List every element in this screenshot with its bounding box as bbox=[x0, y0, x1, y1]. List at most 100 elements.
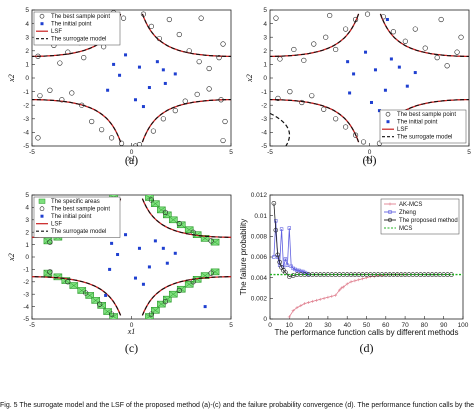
legend-label: The initial point bbox=[397, 120, 438, 126]
panel-label: (a) bbox=[125, 153, 138, 167]
legend-key-best bbox=[39, 13, 45, 19]
surrogate-curve bbox=[32, 99, 122, 143]
data-point bbox=[293, 267, 297, 272]
initial-point bbox=[137, 246, 141, 250]
data-point bbox=[295, 268, 299, 273]
data-point bbox=[337, 288, 341, 292]
y-tick-label: 5 bbox=[25, 7, 29, 14]
y-tick-label: -4 bbox=[23, 130, 29, 137]
data-point bbox=[301, 269, 305, 274]
data-point bbox=[272, 255, 276, 259]
legend-label: The specific areas bbox=[51, 199, 100, 205]
initial-point bbox=[373, 68, 377, 72]
best-sample-point bbox=[118, 140, 125, 146]
legend-label: The best sample point bbox=[397, 112, 456, 118]
legend-box bbox=[33, 11, 121, 46]
y-tick-label: 0 bbox=[263, 75, 267, 82]
initial-point bbox=[112, 62, 116, 66]
initial-point bbox=[165, 261, 169, 265]
legend-label: The surrogate model bbox=[397, 135, 452, 141]
y-tick-label: 0.01 bbox=[254, 213, 267, 220]
data-point bbox=[341, 285, 345, 289]
initial-point bbox=[116, 253, 120, 257]
x-tick-label: -5 bbox=[29, 149, 35, 156]
panel-label: (b) bbox=[363, 153, 377, 167]
y-axis-label: x2 bbox=[7, 253, 16, 262]
x-tick-label: 0 bbox=[368, 149, 372, 156]
best-sample-point bbox=[277, 56, 283, 62]
figure-caption: Fig. 5 The surrogate model and the LSF o… bbox=[0, 402, 474, 409]
best-sample-point bbox=[208, 238, 214, 244]
initial-point bbox=[397, 65, 401, 69]
y-axis-label: x2 bbox=[245, 74, 254, 83]
best-sample-point bbox=[57, 60, 63, 66]
best-sample-point bbox=[333, 46, 339, 53]
initial-point bbox=[203, 305, 207, 309]
surrogate-curve bbox=[141, 198, 231, 238]
best-sample-point bbox=[176, 287, 182, 294]
legend: The best sample point The initial pointLS… bbox=[33, 11, 121, 46]
y-tick-label: 4 bbox=[25, 205, 29, 212]
y-axis-label: The failure probability bbox=[239, 219, 248, 295]
legend-key-best bbox=[385, 111, 391, 117]
data-point bbox=[291, 309, 295, 313]
best-sample-point bbox=[444, 63, 450, 69]
x-axis-label: x1 bbox=[127, 154, 136, 163]
y-tick-label: 1 bbox=[25, 62, 29, 69]
x-tick-label: 0 bbox=[268, 322, 272, 329]
initial-point bbox=[405, 84, 409, 88]
x-tick-label: 90 bbox=[440, 322, 448, 329]
best-sample-point bbox=[376, 140, 383, 146]
best-sample-point bbox=[166, 16, 172, 23]
specific-area-cross bbox=[145, 313, 154, 319]
legend-box bbox=[379, 109, 467, 144]
initial-point bbox=[173, 72, 177, 76]
y-tick-label: 0.002 bbox=[251, 296, 268, 303]
y-tick-label: 0 bbox=[25, 75, 29, 82]
legend-key-best bbox=[39, 206, 45, 211]
best-sample-point bbox=[148, 197, 154, 203]
legend-label: MCS bbox=[399, 226, 412, 232]
legend-label: The initial point bbox=[51, 22, 92, 28]
data-point bbox=[274, 219, 278, 223]
data-point bbox=[297, 268, 301, 273]
x-tick-label: 5 bbox=[467, 149, 471, 156]
initial-point bbox=[133, 98, 137, 102]
best-sample-point bbox=[182, 98, 188, 104]
surrogate-curve bbox=[270, 99, 360, 143]
best-sample-point bbox=[458, 34, 464, 40]
best-sample-point bbox=[190, 229, 196, 235]
y-tick-label: -3 bbox=[23, 116, 29, 123]
best-sample-point bbox=[352, 16, 359, 23]
surrogate-curve bbox=[32, 276, 122, 316]
initial-point bbox=[141, 105, 145, 109]
initial-point bbox=[118, 73, 122, 77]
y-tick-label: -3 bbox=[23, 291, 29, 298]
best-sample-point bbox=[79, 102, 85, 108]
x-tick-label: 0 bbox=[130, 322, 134, 329]
best-sample-point bbox=[83, 290, 89, 296]
data-point bbox=[279, 227, 284, 231]
best-sample-point bbox=[190, 279, 196, 285]
y-tick-label: 2 bbox=[263, 48, 267, 55]
data-point bbox=[275, 252, 281, 258]
data-point bbox=[295, 306, 299, 310]
y-tick-label: -1 bbox=[23, 267, 29, 274]
y-tick-label: 0.008 bbox=[251, 234, 268, 241]
x-tick-label: 10 bbox=[286, 322, 294, 329]
best-sample-point bbox=[81, 54, 87, 61]
data-point bbox=[334, 293, 338, 297]
y-tick-label: 3 bbox=[25, 34, 29, 41]
best-sample-point bbox=[291, 46, 297, 53]
legend-label: LSF bbox=[51, 29, 62, 35]
initial-point bbox=[173, 251, 177, 255]
best-sample-point bbox=[176, 220, 182, 227]
y-tick-label: -1 bbox=[23, 89, 29, 96]
initial-point bbox=[110, 241, 114, 245]
data-point bbox=[326, 295, 330, 299]
data-point bbox=[273, 227, 279, 233]
best-sample-point bbox=[287, 88, 293, 95]
specific-area-cross bbox=[193, 231, 202, 238]
x-tick-label: 50 bbox=[363, 322, 371, 329]
legend-key-marker bbox=[388, 202, 392, 206]
